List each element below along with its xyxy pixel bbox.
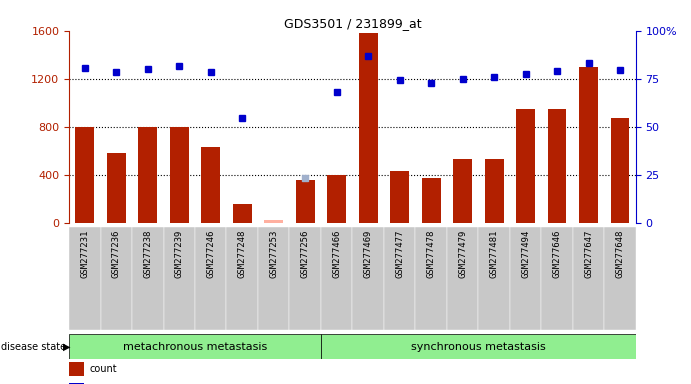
Text: GSM277239: GSM277239 xyxy=(175,230,184,278)
Text: GSM277253: GSM277253 xyxy=(269,230,278,278)
Bar xyxy=(264,220,283,223)
Text: GSM277647: GSM277647 xyxy=(584,230,593,278)
Bar xyxy=(516,109,535,223)
Bar xyxy=(132,227,164,330)
Text: GSM277478: GSM277478 xyxy=(426,230,435,278)
Text: disease state: disease state xyxy=(1,341,66,352)
Text: GSM277646: GSM277646 xyxy=(553,230,562,278)
Title: GDS3501 / 231899_at: GDS3501 / 231899_at xyxy=(283,17,422,30)
Bar xyxy=(258,227,290,330)
Text: GSM277246: GSM277246 xyxy=(206,230,216,278)
Bar xyxy=(422,178,441,223)
Text: GSM277256: GSM277256 xyxy=(301,230,310,278)
Text: ▶: ▶ xyxy=(63,341,70,352)
Bar xyxy=(604,227,636,330)
Bar xyxy=(573,227,604,330)
Text: GSM277469: GSM277469 xyxy=(363,230,372,278)
Bar xyxy=(390,171,409,223)
Bar xyxy=(170,127,189,223)
Bar xyxy=(321,334,636,359)
Text: GSM277481: GSM277481 xyxy=(489,230,499,278)
Text: GSM277248: GSM277248 xyxy=(238,230,247,278)
Text: GSM277466: GSM277466 xyxy=(332,230,341,278)
Bar xyxy=(75,127,94,223)
Bar xyxy=(201,147,220,223)
Text: GSM277231: GSM277231 xyxy=(80,230,89,278)
Bar xyxy=(321,227,352,330)
Bar xyxy=(478,227,510,330)
Bar xyxy=(227,227,258,330)
Bar xyxy=(579,67,598,223)
Bar xyxy=(359,33,377,223)
Bar xyxy=(69,334,321,359)
Text: GSM277236: GSM277236 xyxy=(112,230,121,278)
Bar xyxy=(510,227,541,330)
Bar xyxy=(611,118,630,223)
Bar xyxy=(233,204,252,223)
Bar xyxy=(484,159,504,223)
Bar xyxy=(195,227,227,330)
Bar xyxy=(290,227,321,330)
Text: GSM277477: GSM277477 xyxy=(395,230,404,278)
Text: synchronous metastasis: synchronous metastasis xyxy=(411,341,546,352)
Bar xyxy=(415,227,447,330)
Text: metachronous metastasis: metachronous metastasis xyxy=(123,341,267,352)
Bar xyxy=(101,227,132,330)
Bar xyxy=(453,159,472,223)
Bar xyxy=(107,153,126,223)
Bar xyxy=(164,227,195,330)
Bar xyxy=(384,227,415,330)
Bar xyxy=(447,227,478,330)
Text: GSM277479: GSM277479 xyxy=(458,230,467,278)
Bar xyxy=(328,175,346,223)
Text: count: count xyxy=(90,364,117,374)
Bar xyxy=(296,180,314,223)
Bar xyxy=(547,109,567,223)
Bar xyxy=(69,227,101,330)
Bar xyxy=(138,127,158,223)
Bar xyxy=(352,227,384,330)
Bar xyxy=(541,227,573,330)
Text: GSM277648: GSM277648 xyxy=(616,230,625,278)
Text: GSM277494: GSM277494 xyxy=(521,230,530,278)
Text: GSM277238: GSM277238 xyxy=(143,230,152,278)
